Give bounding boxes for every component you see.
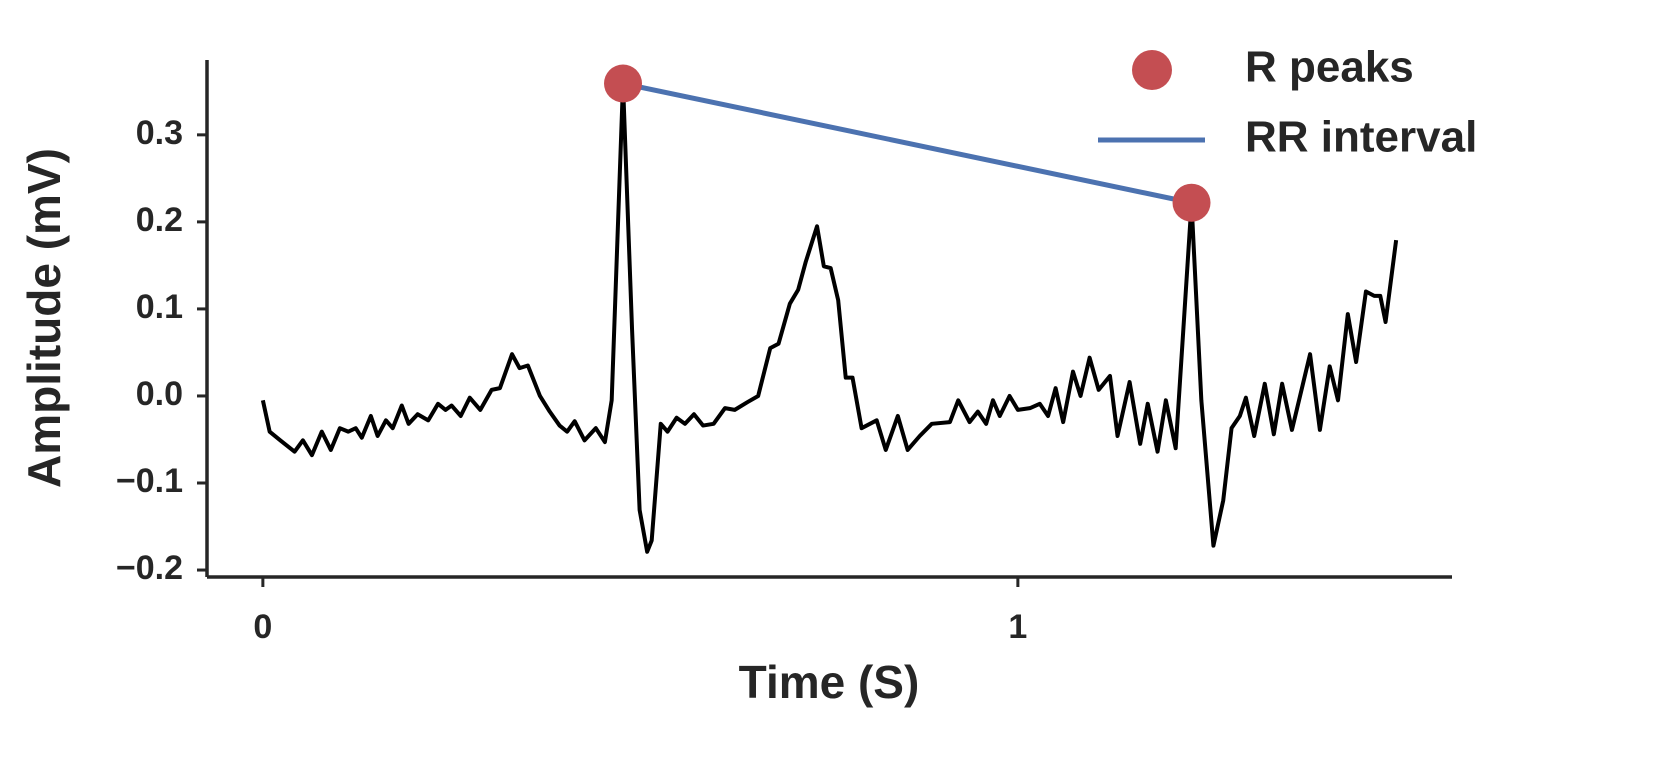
y-tick-label: −0.2: [116, 549, 183, 587]
legend-label: RR interval: [1245, 113, 1477, 162]
y-tick-label: 0.0: [136, 375, 183, 413]
legend-marker: [1132, 50, 1172, 90]
x-axis-label: Time (S): [739, 656, 920, 708]
legend-label: R peaks: [1245, 43, 1414, 92]
y-tick-label: 0.1: [136, 288, 183, 326]
rr-interval-line: [622, 81, 1193, 206]
y-axis-label: Amplitude (mV): [18, 148, 70, 488]
x-tick-label: 0: [253, 608, 272, 646]
r-peak: [1172, 183, 1211, 222]
y-tick-label: 0.2: [136, 201, 183, 239]
r-peak: [604, 64, 643, 103]
y-tick-label: 0.3: [136, 114, 183, 152]
x-tick-label: 1: [1008, 608, 1027, 646]
ecg-line: [260, 81, 1399, 554]
y-tick-label: −0.1: [116, 462, 183, 500]
